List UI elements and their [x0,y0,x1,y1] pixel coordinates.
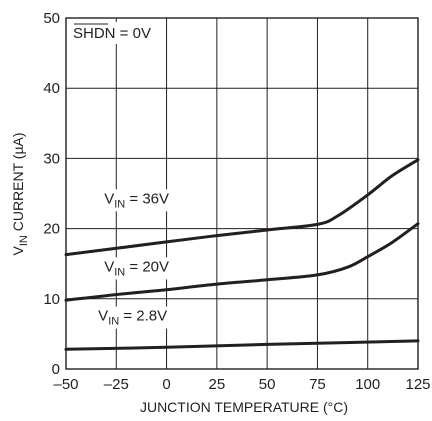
series-label-sub: IN [108,316,119,328]
series-label-text: VIN = 36V [104,190,169,210]
y-tick-label: 10 [43,291,60,308]
shdn-rest-text: = 0V [116,25,151,42]
series-label-bg [102,189,172,212]
y-tick-label: 50 [43,10,60,27]
y-axis-title-rest: CURRENT (µA) [10,132,26,235]
y-axis-title-sub: IN [18,235,30,246]
series-label-text: VIN = 2.8V [98,308,167,328]
series-label-bg [96,306,170,329]
series-label-sub: IN [114,198,125,210]
series-label-rest: = 20V [125,258,169,275]
x-tick-label: 0 [162,376,170,393]
x-tick-label: 75 [309,376,326,393]
series-label-1: VIN = 20V [102,257,172,280]
x-tick-label: 50 [259,376,276,393]
series-line-1 [64,222,420,302]
y-tick-label: 30 [43,150,60,167]
series-line-2 [64,339,420,351]
x-tick-label: –50 [53,376,78,393]
shdn-annotation-text: SHDN = 0V [73,25,151,42]
shdn-overline-text: SHDN [73,25,116,42]
series-line-0 [64,158,420,257]
series-label-main: V [104,190,114,207]
y-axis-title: VIN CURRENT (µA) [10,132,30,255]
x-tick-label: 125 [405,376,430,393]
x-tick-label: –25 [104,376,129,393]
shdn-annotation-bg [70,22,158,44]
series-label-0: VIN = 36V [102,189,172,212]
plot-frame [65,17,419,370]
series-label-sub: IN [114,266,125,278]
series-label-rest: = 36V [125,190,169,207]
y-axis-title-main: V [10,246,26,256]
series-label-rest: = 2.8V [119,308,167,325]
series-curves [64,158,420,351]
x-tick-label: 25 [209,376,226,393]
series-label-main: V [104,258,114,275]
series-label-main: V [98,308,108,325]
series-label-2: VIN = 2.8V [96,306,170,329]
y-tick-label: 0 [52,361,60,378]
tick-labels: –50 –25 0 25 50 75 100 125 0 10 20 30 40 50 [43,10,430,393]
series-label-bg [102,257,172,280]
x-tick-label: 100 [355,376,380,393]
y-tick-label: 40 [43,80,60,97]
y-tick-label: 20 [43,221,60,238]
x-axis-title: JUNCTION TEMPERATURE (°C) [140,399,348,415]
series-label-text: VIN = 20V [104,258,169,278]
shdn-annotation: SHDN = 0V [70,22,158,44]
